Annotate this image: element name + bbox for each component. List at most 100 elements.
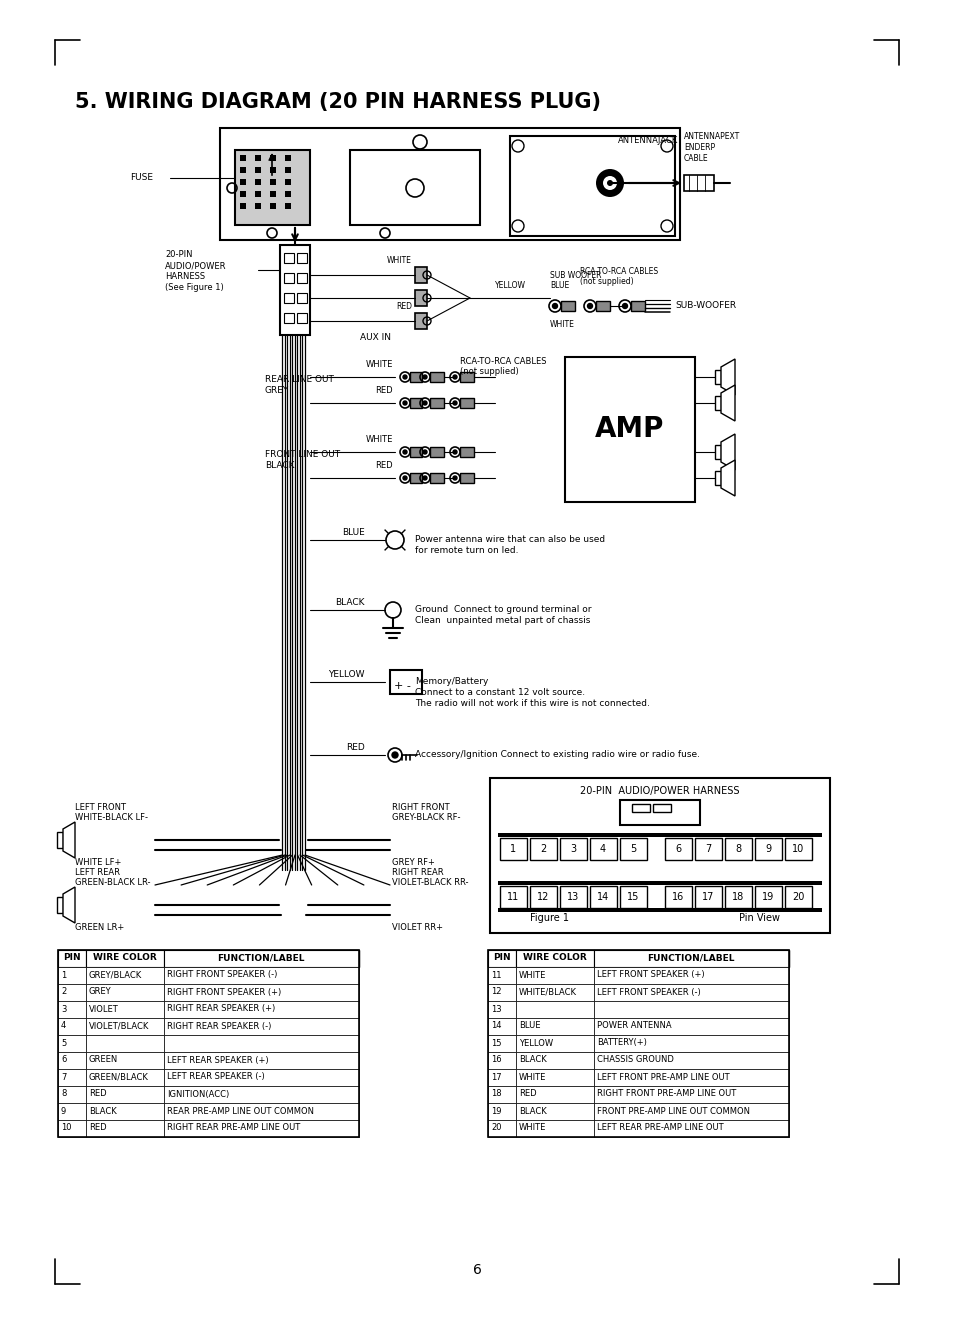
Circle shape (402, 375, 407, 379)
Bar (430, 399, 443, 408)
Bar (430, 372, 443, 383)
Text: 5. WIRING DIAGRAM (20 PIN HARNESS PLUG): 5. WIRING DIAGRAM (20 PIN HARNESS PLUG) (75, 91, 600, 113)
Text: LEFT REAR SPEAKER (+): LEFT REAR SPEAKER (+) (167, 1055, 269, 1064)
Text: WHITE: WHITE (550, 320, 575, 328)
Bar (488, 984, 516, 1001)
Text: RIGHT REAR PRE-AMP LINE OUT: RIGHT REAR PRE-AMP LINE OUT (167, 1124, 300, 1132)
Text: LEFT REAR SPEAKER (-): LEFT REAR SPEAKER (-) (167, 1072, 265, 1082)
Circle shape (402, 450, 407, 454)
Text: 6: 6 (472, 1263, 481, 1278)
Text: RIGHT REAR SPEAKER (+): RIGHT REAR SPEAKER (+) (167, 1005, 275, 1013)
Text: BLUE: BLUE (518, 1022, 540, 1030)
Bar (164, 1001, 358, 1018)
Bar (58, 1086, 86, 1103)
Bar (415, 290, 427, 306)
Bar (58, 984, 86, 1001)
Text: FRONT LINE OUT
BLACK: FRONT LINE OUT BLACK (265, 450, 340, 470)
Text: RED: RED (89, 1090, 107, 1099)
Bar (285, 167, 291, 173)
Bar (516, 967, 594, 984)
Text: LEFT FRONT SPEAKER (+): LEFT FRONT SPEAKER (+) (597, 970, 704, 980)
Bar (234, 150, 310, 225)
Text: Memory/Battery
Connect to a constant 12 volt source.
The radio will not work if : Memory/Battery Connect to a constant 12 … (415, 677, 649, 708)
Text: RIGHT REAR SPEAKER (-): RIGHT REAR SPEAKER (-) (167, 1022, 271, 1030)
Bar (285, 191, 291, 197)
Text: GREEN: GREEN (89, 1055, 118, 1064)
Text: 12: 12 (491, 988, 501, 997)
Bar (488, 1120, 516, 1137)
Text: RIGHT FRONT SPEAKER (+): RIGHT FRONT SPEAKER (+) (167, 988, 281, 997)
Text: Accessory/Ignition Connect to existing radio wire or radio fuse.: Accessory/Ignition Connect to existing r… (415, 749, 700, 759)
Bar (270, 179, 275, 185)
Text: 2: 2 (539, 843, 545, 854)
Text: 6: 6 (61, 1055, 67, 1064)
Bar (594, 1053, 788, 1068)
Circle shape (402, 401, 407, 405)
Bar (714, 445, 720, 459)
Text: Ground  Connect to ground terminal or
Clean  unpainted metal part of chassis: Ground Connect to ground terminal or Cle… (415, 605, 591, 625)
Bar (58, 951, 358, 967)
Text: 19: 19 (761, 892, 773, 902)
Text: 8: 8 (734, 843, 740, 854)
Bar (164, 1086, 358, 1103)
Circle shape (422, 375, 427, 379)
Text: BLACK: BLACK (89, 1107, 116, 1116)
Bar (86, 1086, 164, 1103)
Text: FRONT PRE-AMP LINE OUT COMMON: FRONT PRE-AMP LINE OUT COMMON (597, 1107, 749, 1116)
Bar (296, 293, 307, 303)
Circle shape (392, 752, 397, 759)
Circle shape (453, 450, 456, 454)
Bar (714, 471, 720, 485)
Text: ANTENNAJACK: ANTENNAJACK (618, 136, 678, 146)
Bar (350, 150, 479, 225)
Text: RIGHT FRONT
GREY-BLACK RF-: RIGHT FRONT GREY-BLACK RF- (392, 802, 460, 822)
Bar (497, 880, 821, 884)
Bar (530, 886, 557, 908)
Bar (516, 1018, 594, 1035)
Text: 16: 16 (671, 892, 683, 902)
Text: RIGHT REAR
VIOLET-BLACK RR-: RIGHT REAR VIOLET-BLACK RR- (392, 867, 468, 887)
Bar (497, 908, 821, 912)
Bar (58, 951, 86, 967)
Bar (254, 191, 261, 197)
Text: 17: 17 (491, 1072, 501, 1082)
Bar (516, 984, 594, 1001)
Bar (86, 1018, 164, 1035)
Bar (459, 372, 474, 383)
Bar (516, 1001, 594, 1018)
Bar (754, 838, 781, 861)
Bar (594, 1001, 788, 1018)
Bar (695, 838, 721, 861)
Bar (714, 396, 720, 410)
Bar (488, 1035, 516, 1053)
Bar (594, 1035, 788, 1053)
Text: 3: 3 (569, 843, 576, 854)
Circle shape (596, 169, 623, 197)
Circle shape (453, 375, 456, 379)
Text: WHITE: WHITE (518, 1072, 546, 1082)
Polygon shape (720, 434, 734, 470)
Bar (410, 448, 421, 457)
Text: WHITE/BLACK: WHITE/BLACK (518, 988, 577, 997)
Text: 1: 1 (61, 970, 66, 980)
Text: RIGHT FRONT PRE-AMP LINE OUT: RIGHT FRONT PRE-AMP LINE OUT (597, 1090, 736, 1099)
Bar (164, 1035, 358, 1053)
Text: LEFT REAR
GREEN-BLACK LR-: LEFT REAR GREEN-BLACK LR- (75, 867, 151, 887)
Text: RCA-TO-RCA CABLES
(not supplied): RCA-TO-RCA CABLES (not supplied) (459, 357, 546, 376)
Bar (630, 301, 644, 311)
Bar (58, 1018, 86, 1035)
Bar (86, 1035, 164, 1053)
Bar (516, 1103, 594, 1120)
Text: GREY/BLACK: GREY/BLACK (89, 970, 142, 980)
Bar (516, 1086, 594, 1103)
Text: BLACK: BLACK (518, 1107, 546, 1116)
Bar (240, 155, 246, 162)
Bar (240, 203, 246, 209)
Text: 4: 4 (61, 1022, 66, 1030)
Bar (270, 191, 275, 197)
Bar (240, 191, 246, 197)
Text: 6: 6 (674, 843, 680, 854)
Bar (280, 245, 310, 335)
Bar (86, 984, 164, 1001)
Text: BATTERY(+): BATTERY(+) (597, 1038, 646, 1047)
